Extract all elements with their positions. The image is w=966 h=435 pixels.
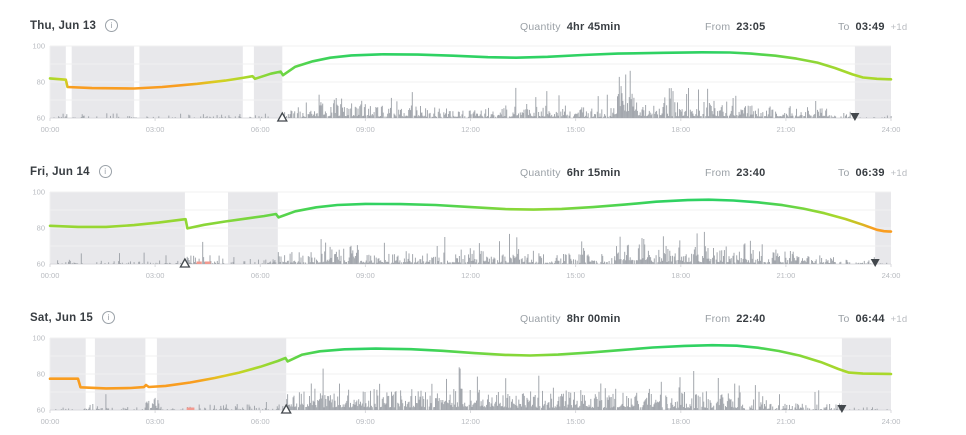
chart-svg: 00:00 03:00 06:00 09:00 12:00 15:00 18:00 21:00… <box>32 334 901 426</box>
day-panel-fri: Fri, Jun 14 i Quantity 6hr 15min From 23… <box>0 158 966 284</box>
svg-text:12:00: 12:00 <box>461 417 480 426</box>
x-axis-labels: 00:00 03:00 06:00 09:00 12:00 15:00 18:00 21:00… <box>41 410 901 426</box>
from-value: 22:40 <box>736 313 766 325</box>
svg-text:80: 80 <box>37 370 45 379</box>
movement-bars <box>57 231 888 264</box>
to-label: To <box>838 167 850 179</box>
wake-marker-icon[interactable] <box>280 403 292 414</box>
wake-marker-icon[interactable] <box>179 257 191 268</box>
from-label: From <box>705 167 731 179</box>
svg-text:12:00: 12:00 <box>461 271 480 280</box>
svg-text:12:00: 12:00 <box>461 125 480 134</box>
svg-text:15:00: 15:00 <box>566 125 585 134</box>
day-header: Sat, Jun 15 i Quantity 8hr 00min From 22… <box>0 304 966 334</box>
restless-mark <box>196 261 202 264</box>
svg-text:100: 100 <box>32 334 45 343</box>
from-label: From <box>705 313 731 325</box>
svg-text:03:00: 03:00 <box>146 271 165 280</box>
svg-text:60: 60 <box>37 260 45 269</box>
restless-mark <box>186 407 195 410</box>
svg-text:100: 100 <box>32 42 45 51</box>
from-value: 23:05 <box>736 21 766 33</box>
body-battery-line <box>48 51 893 90</box>
svg-text:80: 80 <box>37 224 45 233</box>
svg-text:18:00: 18:00 <box>671 417 690 426</box>
restless-mark <box>204 261 211 264</box>
day-title: Sat, Jun 15 <box>30 311 93 324</box>
body-battery-line <box>48 343 893 390</box>
y-axis-labels: 100 80 60 <box>32 334 45 415</box>
movement-bars <box>55 367 888 410</box>
wake-marker-icon[interactable] <box>276 111 288 122</box>
svg-text:15:00: 15:00 <box>566 417 585 426</box>
quantity-value: 4hr 45min <box>566 21 621 33</box>
sleep-chart[interactable]: 00:00 03:00 06:00 09:00 12:00 15:00 18:00 21:00… <box>28 42 966 138</box>
svg-text:18:00: 18:00 <box>671 271 690 280</box>
quantity-value: 6hr 15min <box>566 167 621 179</box>
bedtime-marker-icon[interactable] <box>870 259 880 267</box>
svg-text:03:00: 03:00 <box>146 417 165 426</box>
y-axis-labels: 100 80 60 <box>32 188 45 269</box>
svg-text:06:00: 06:00 <box>251 271 270 280</box>
svg-text:18:00: 18:00 <box>671 125 690 134</box>
quantity-value: 8hr 00min <box>566 313 621 325</box>
x-axis-labels: 00:00 03:00 06:00 09:00 12:00 15:00 18:00 21:00… <box>41 264 901 280</box>
quantity-label: Quantity <box>520 167 561 179</box>
chart-svg: 00:00 03:00 06:00 09:00 12:00 15:00 18:00 21:00… <box>32 188 901 280</box>
sleep-chart[interactable]: 00:00 03:00 06:00 09:00 12:00 15:00 18:00 21:00… <box>28 334 966 430</box>
svg-text:60: 60 <box>37 406 45 415</box>
svg-text:09:00: 09:00 <box>356 125 375 134</box>
svg-text:00:00: 00:00 <box>41 417 60 426</box>
day-title: Thu, Jun 13 <box>30 19 97 32</box>
movement-bars <box>53 70 892 118</box>
chart-svg: 00:00 03:00 06:00 09:00 12:00 15:00 18:00 21:00… <box>32 42 901 134</box>
svg-text:21:00: 21:00 <box>777 417 796 426</box>
from-value: 23:40 <box>736 167 766 179</box>
svg-text:09:00: 09:00 <box>356 271 375 280</box>
next-day-suffix: +1d <box>890 168 908 179</box>
svg-text:21:00: 21:00 <box>777 125 796 134</box>
to-value: 06:39 <box>855 167 885 179</box>
to-label: To <box>838 21 850 33</box>
bedtime-marker-icon[interactable] <box>850 113 860 121</box>
day-header: Fri, Jun 14 i Quantity 6hr 15min From 23… <box>0 158 966 188</box>
info-icon[interactable]: i <box>105 19 119 32</box>
y-axis-labels: 100 80 60 <box>32 42 45 123</box>
from-label: From <box>705 21 731 33</box>
svg-text:15:00: 15:00 <box>566 271 585 280</box>
day-header: Thu, Jun 13 i Quantity 4hr 45min From 23… <box>0 12 966 42</box>
to-value: 06:44 <box>855 313 885 325</box>
svg-text:80: 80 <box>37 78 45 87</box>
body-battery-line <box>48 198 893 233</box>
info-icon[interactable]: i <box>98 165 112 178</box>
svg-text:60: 60 <box>37 114 45 123</box>
svg-text:00:00: 00:00 <box>41 125 60 134</box>
svg-text:06:00: 06:00 <box>251 417 270 426</box>
bedtime-marker-icon[interactable] <box>837 405 847 413</box>
day-panel-sat: Sat, Jun 15 i Quantity 8hr 00min From 22… <box>0 304 966 430</box>
svg-text:100: 100 <box>32 188 45 197</box>
x-axis-labels: 00:00 03:00 06:00 09:00 12:00 15:00 18:00 21:00… <box>41 118 901 134</box>
svg-text:24:00: 24:00 <box>882 417 901 426</box>
svg-text:24:00: 24:00 <box>882 125 901 134</box>
to-value: 03:49 <box>855 21 885 33</box>
svg-text:06:00: 06:00 <box>251 125 270 134</box>
svg-text:00:00: 00:00 <box>41 271 60 280</box>
day-panel-thu: Thu, Jun 13 i Quantity 4hr 45min From 23… <box>0 12 966 138</box>
svg-text:21:00: 21:00 <box>777 271 796 280</box>
sleep-chart[interactable]: 00:00 03:00 06:00 09:00 12:00 15:00 18:00 21:00… <box>28 188 966 284</box>
svg-text:03:00: 03:00 <box>146 125 165 134</box>
svg-text:24:00: 24:00 <box>882 271 901 280</box>
info-icon[interactable]: i <box>101 311 115 324</box>
svg-text:09:00: 09:00 <box>356 417 375 426</box>
next-day-suffix: +1d <box>890 22 908 33</box>
quantity-label: Quantity <box>520 313 561 325</box>
quantity-label: Quantity <box>520 21 561 33</box>
day-title: Fri, Jun 14 <box>30 165 90 178</box>
to-label: To <box>838 313 850 325</box>
next-day-suffix: +1d <box>890 314 908 325</box>
